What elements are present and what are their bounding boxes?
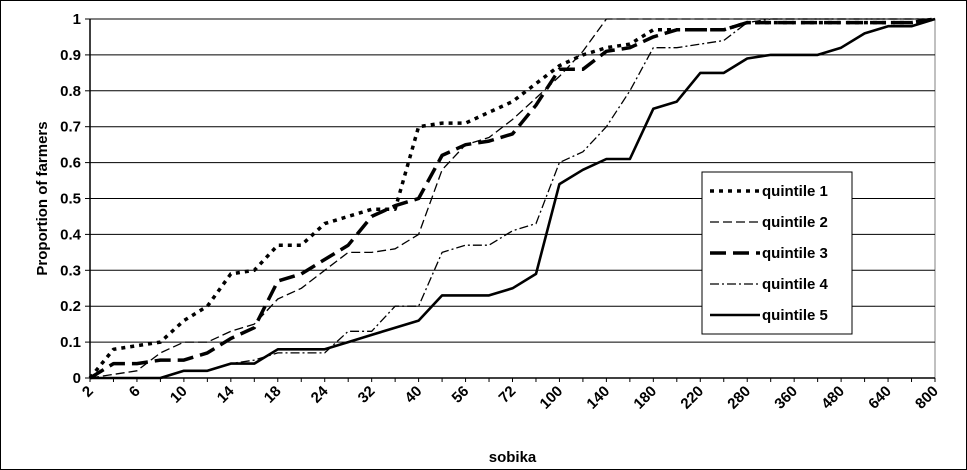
y-tick-label: 0.3	[60, 262, 81, 279]
y-tick-label: 0.2	[60, 298, 81, 315]
x-tick-label: 100	[537, 383, 567, 413]
y-tick-label: 0.9	[60, 47, 81, 64]
x-tick-label: 140	[583, 383, 613, 413]
series-layer	[88, 17, 936, 380]
y-tick-label: 0.7	[60, 119, 81, 136]
y-tick-label: 0.1	[60, 334, 81, 351]
x-tick-label: 10	[167, 383, 191, 407]
x-tick-label: 18	[261, 383, 285, 407]
legend-label: quintile 3	[762, 245, 828, 262]
x-tick-label: 180	[630, 383, 660, 413]
y-tick-label: 1	[73, 11, 81, 28]
y-tick-label: 0.4	[60, 226, 82, 243]
y-axis-title: Proportion of farmers	[34, 121, 51, 275]
x-tick-label: 2	[79, 383, 97, 401]
x-tick-label: 640	[865, 383, 895, 413]
x-tick-label: 220	[677, 383, 707, 413]
x-tick-label: 72	[496, 383, 520, 407]
x-tick-label: 800	[912, 383, 942, 413]
legend: quintile 1 quintile 2 quintile 3 quintile 4…	[701, 171, 853, 335]
legend-label: quintile 1	[762, 183, 828, 200]
legend-label: quintile 4	[762, 276, 828, 293]
legend-label: quintile 5	[762, 307, 828, 324]
x-tick-label: 56	[449, 383, 473, 407]
series-line-quintile-5	[90, 17, 936, 380]
legend-box	[701, 171, 853, 335]
y-tick-label: 0.8	[60, 83, 81, 100]
y-tick-label: 0.6	[60, 155, 81, 172]
x-tick-label: 14	[214, 382, 238, 406]
x-tick-label: 24	[308, 382, 332, 406]
y-tick-label: 0.5	[60, 191, 81, 208]
x-axis-title: sobika	[489, 449, 537, 466]
y-tick-label: 0	[73, 370, 81, 387]
x-axis-ticks: 2 6 10 14 18 24 32 40 56 72 100 140 180 220 280 360 480 6…	[79, 378, 942, 413]
series-line-quintile-3	[89, 17, 936, 380]
x-tick-label: 480	[818, 383, 848, 413]
series-line-quintile-1	[88, 17, 936, 380]
x-tick-label: 32	[355, 383, 379, 407]
x-tick-label: 6	[126, 383, 144, 401]
x-tick-label: 40	[402, 383, 426, 407]
legend-label: quintile 2	[762, 214, 828, 231]
x-tick-label: 360	[771, 383, 801, 413]
x-tick-label: 280	[724, 383, 754, 413]
